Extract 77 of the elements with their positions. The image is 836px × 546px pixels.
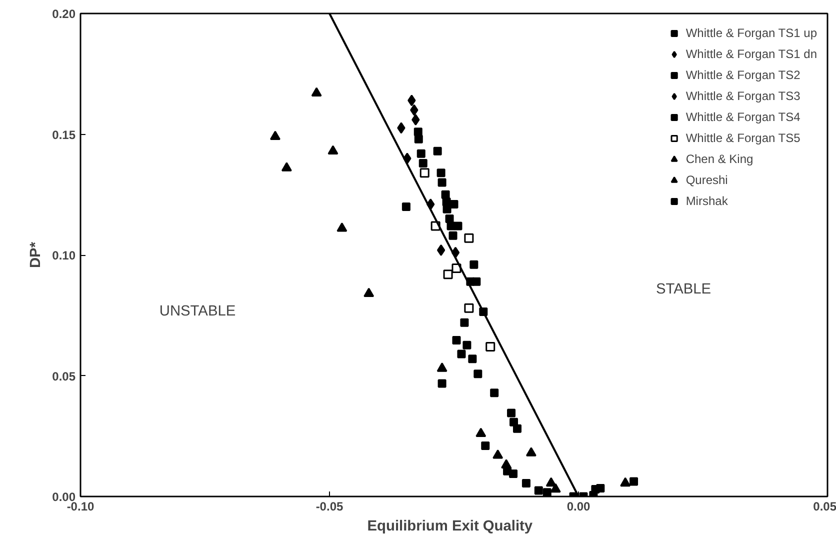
- point: [397, 122, 406, 134]
- point: [328, 145, 338, 155]
- point: [534, 486, 543, 495]
- point: [630, 477, 638, 486]
- point: [460, 318, 469, 327]
- point: [410, 104, 418, 116]
- x-tick-label: 0.05: [813, 500, 836, 514]
- point: [414, 128, 422, 136]
- point: [591, 485, 600, 494]
- point: [443, 270, 453, 280]
- point: [281, 162, 292, 172]
- point: [336, 222, 348, 232]
- point: [457, 350, 466, 358]
- point: [512, 424, 522, 433]
- x-tick-label: -0.05: [316, 500, 344, 514]
- point: [416, 149, 426, 158]
- annotation: STABLE: [656, 282, 712, 298]
- legend-label: Whittle & Forgan TS5: [686, 131, 800, 145]
- legend-label: Whittle & Forgan TS1 up: [686, 26, 817, 40]
- point: [408, 94, 416, 106]
- point: [436, 168, 446, 178]
- point: [509, 470, 518, 478]
- point: [550, 483, 561, 493]
- point: [311, 87, 322, 97]
- point: [448, 231, 458, 240]
- x-tick-label: 0.00: [566, 500, 591, 514]
- point: [454, 222, 462, 230]
- point: [418, 158, 428, 168]
- y-tick-label: 0.05: [52, 369, 76, 384]
- annotation: UNSTABLE: [159, 304, 236, 320]
- point: [412, 114, 420, 126]
- point: [436, 362, 448, 372]
- point: [462, 340, 472, 350]
- point: [468, 354, 477, 364]
- y-tick-label: 0.10: [52, 248, 76, 262]
- point: [452, 336, 461, 344]
- point: [436, 244, 446, 256]
- legend-label: Mirshak: [686, 194, 728, 208]
- point: [470, 260, 478, 269]
- point: [438, 178, 446, 187]
- point: [546, 477, 556, 487]
- point: [464, 233, 474, 243]
- point: [526, 447, 536, 456]
- x-axis-title: Equilibrium Exit Quality: [367, 518, 534, 534]
- legend-label: Whittle & Forgan TS3: [686, 89, 800, 103]
- y-tick-label: 0.15: [52, 128, 76, 142]
- point: [490, 388, 499, 398]
- point: [472, 277, 481, 286]
- point: [270, 130, 280, 140]
- point: [402, 202, 410, 211]
- point: [433, 146, 442, 156]
- point: [620, 477, 631, 487]
- point: [486, 342, 496, 352]
- legend-label: Whittle & Forgan TS4: [686, 110, 800, 124]
- point: [445, 214, 454, 224]
- legend-label: Whittle & Forgan TS1 dn: [686, 47, 817, 61]
- x-tick-label: -0.10: [66, 500, 94, 514]
- legend-label: Whittle & Forgan TS2: [686, 68, 800, 82]
- point: [481, 442, 490, 450]
- point: [442, 204, 452, 214]
- point: [364, 288, 374, 297]
- point: [420, 168, 430, 178]
- y-tick-label: 0.20: [52, 7, 76, 21]
- point: [492, 450, 504, 459]
- point: [501, 459, 512, 468]
- point: [450, 200, 458, 209]
- point: [507, 408, 516, 418]
- point: [474, 370, 482, 378]
- y-axis-title: DP*: [28, 242, 44, 268]
- point: [414, 134, 423, 144]
- point: [476, 428, 486, 438]
- point: [464, 303, 474, 313]
- legend-label: Chen & King: [686, 152, 754, 166]
- point: [522, 478, 530, 488]
- legend-label: Qureshi: [686, 173, 728, 187]
- point: [542, 488, 552, 496]
- point: [438, 379, 446, 388]
